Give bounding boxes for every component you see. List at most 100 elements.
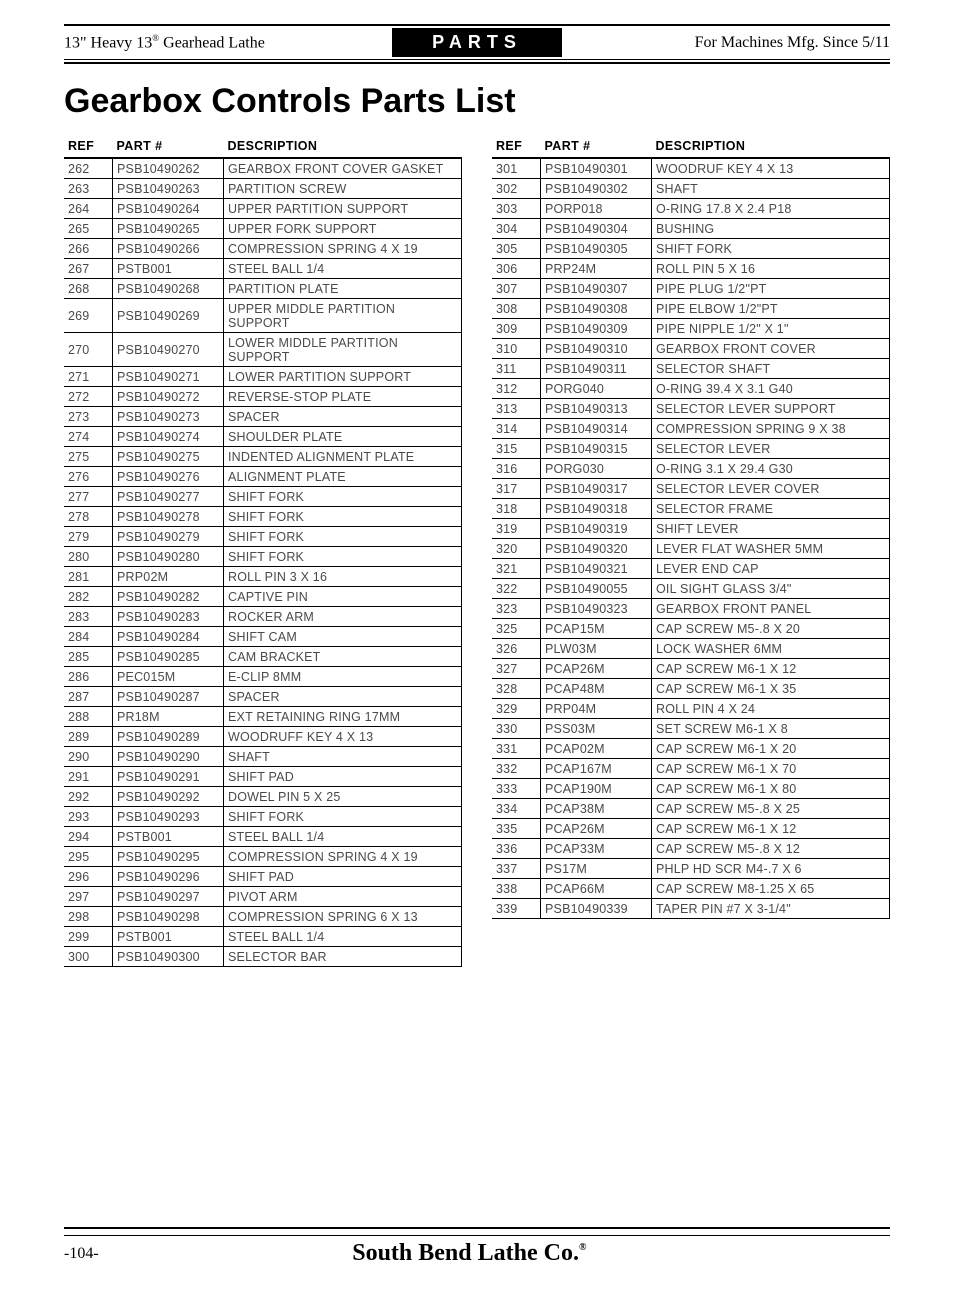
cell-ref: 292 — [64, 787, 113, 807]
table-row: 274PSB10490274SHOULDER PLATE — [64, 427, 462, 447]
cell-ref: 276 — [64, 467, 113, 487]
table-row: 326PLW03MLOCK WASHER 6MM — [492, 639, 890, 659]
cell-ref: 334 — [492, 799, 541, 819]
cell-desc: SELECTOR LEVER — [652, 439, 890, 459]
cell-desc: CAPTIVE PIN — [224, 587, 462, 607]
table-row: 299PSTB001STEEL BALL 1/4 — [64, 927, 462, 947]
cell-desc: ROLL PIN 4 X 24 — [652, 699, 890, 719]
cell-part: PCAP167M — [541, 759, 652, 779]
cell-part: PSB10490314 — [541, 419, 652, 439]
cell-part: PCAP26M — [541, 819, 652, 839]
table-row: 277PSB10490277SHIFT FORK — [64, 487, 462, 507]
cell-ref: 297 — [64, 887, 113, 907]
cell-desc: LOWER MIDDLE PARTITION SUPPORT — [224, 333, 462, 367]
cell-desc: STEEL BALL 1/4 — [224, 927, 462, 947]
cell-desc: WOODRUF KEY 4 X 13 — [652, 158, 890, 179]
cell-part: PSTB001 — [113, 259, 224, 279]
table-row: 286PEC015ME-CLIP 8MM — [64, 667, 462, 687]
cell-desc: STEEL BALL 1/4 — [224, 259, 462, 279]
table-row: 272PSB10490272REVERSE-STOP PLATE — [64, 387, 462, 407]
table-row: 297PSB10490297PIVOT ARM — [64, 887, 462, 907]
table-row: 303PORP018O-RING 17.8 X 2.4 P18 — [492, 199, 890, 219]
cell-part: PSB10490271 — [113, 367, 224, 387]
cell-part: PSS03M — [541, 719, 652, 739]
table-row: 317PSB10490317SELECTOR LEVER COVER — [492, 479, 890, 499]
table-row: 328PCAP48MCAP SCREW M6-1 X 35 — [492, 679, 890, 699]
cell-part: PSB10490311 — [541, 359, 652, 379]
cell-desc: UPPER PARTITION SUPPORT — [224, 199, 462, 219]
cell-desc: CAP SCREW M6-1 X 20 — [652, 739, 890, 759]
cell-part: PSTB001 — [113, 827, 224, 847]
cell-part: PS17M — [541, 859, 652, 879]
cell-desc: EXT RETAINING RING 17MM — [224, 707, 462, 727]
cell-desc: SELECTOR BAR — [224, 947, 462, 967]
cell-ref: 318 — [492, 499, 541, 519]
cell-ref: 271 — [64, 367, 113, 387]
cell-ref: 294 — [64, 827, 113, 847]
cell-ref: 290 — [64, 747, 113, 767]
table-row: 321PSB10490321LEVER END CAP — [492, 559, 890, 579]
cell-ref: 283 — [64, 607, 113, 627]
cell-part: PRP24M — [541, 259, 652, 279]
table-row: 266PSB10490266COMPRESSION SPRING 4 X 19 — [64, 239, 462, 259]
table-row: 306PRP24MROLL PIN 5 X 16 — [492, 259, 890, 279]
cell-part: PCAP02M — [541, 739, 652, 759]
cell-part: PSB10490295 — [113, 847, 224, 867]
table-row: 313PSB10490313SELECTOR LEVER SUPPORT — [492, 399, 890, 419]
table-row: 273PSB10490273SPACER — [64, 407, 462, 427]
table-row: 283PSB10490283ROCKER ARM — [64, 607, 462, 627]
cell-ref: 278 — [64, 507, 113, 527]
cell-desc: DOWEL PIN 5 X 25 — [224, 787, 462, 807]
table-row: 271PSB10490271LOWER PARTITION SUPPORT — [64, 367, 462, 387]
cell-ref: 325 — [492, 619, 541, 639]
table-row: 322PSB10490055OIL SIGHT GLASS 3/4" — [492, 579, 890, 599]
table-row: 310PSB10490310GEARBOX FRONT COVER — [492, 339, 890, 359]
cell-desc: STEEL BALL 1/4 — [224, 827, 462, 847]
left-column: REF PART # DESCRIPTION 262PSB10490262GEA… — [64, 135, 462, 967]
table-row: 285PSB10490285CAM BRACKET — [64, 647, 462, 667]
cell-ref: 307 — [492, 279, 541, 299]
cell-part: PSB10490292 — [113, 787, 224, 807]
cell-part: PSB10490269 — [113, 299, 224, 333]
cell-part: PSB10490285 — [113, 647, 224, 667]
cell-desc: INDENTED ALIGNMENT PLATE — [224, 447, 462, 467]
cell-desc: PHLP HD SCR M4-.7 X 6 — [652, 859, 890, 879]
table-header-row: REF PART # DESCRIPTION — [64, 135, 462, 158]
cell-ref: 329 — [492, 699, 541, 719]
cell-desc: O-RING 3.1 X 29.4 G30 — [652, 459, 890, 479]
cell-desc: COMPRESSION SPRING 9 X 38 — [652, 419, 890, 439]
cell-ref: 263 — [64, 179, 113, 199]
cell-ref: 316 — [492, 459, 541, 479]
cell-desc: SELECTOR SHAFT — [652, 359, 890, 379]
brand-text: South Bend Lathe Co. — [352, 1240, 579, 1266]
cell-desc: PIPE PLUG 1/2"PT — [652, 279, 890, 299]
cell-part: PSB10490317 — [541, 479, 652, 499]
cell-desc: O-RING 39.4 X 3.1 G40 — [652, 379, 890, 399]
cell-ref: 300 — [64, 947, 113, 967]
table-row: 308PSB10490308PIPE ELBOW 1/2"PT — [492, 299, 890, 319]
table-row: 269PSB10490269UPPER MIDDLE PARTITION SUP… — [64, 299, 462, 333]
cell-ref: 288 — [64, 707, 113, 727]
cell-part: PSB10490315 — [541, 439, 652, 459]
cell-desc: GEARBOX FRONT COVER GASKET — [224, 158, 462, 179]
cell-ref: 319 — [492, 519, 541, 539]
header-left-suffix: Gearhead Lathe — [159, 34, 265, 51]
cell-desc: SHIFT LEVER — [652, 519, 890, 539]
cell-part: PSB10490282 — [113, 587, 224, 607]
table-header-row: REF PART # DESCRIPTION — [492, 135, 890, 158]
cell-desc: TAPER PIN #7 X 3-1/4" — [652, 899, 890, 919]
header-bar-inner: 13" Heavy 13® Gearhead Lathe PARTS For M… — [64, 28, 890, 60]
table-row: 331PCAP02MCAP SCREW M6-1 X 20 — [492, 739, 890, 759]
table-row: 337PS17MPHLP HD SCR M4-.7 X 6 — [492, 859, 890, 879]
cell-part: PSB10490293 — [113, 807, 224, 827]
cell-ref: 289 — [64, 727, 113, 747]
col-header-desc: DESCRIPTION — [652, 135, 890, 158]
cell-desc: ALIGNMENT PLATE — [224, 467, 462, 487]
table-row: 307PSB10490307PIPE PLUG 1/2"PT — [492, 279, 890, 299]
cell-desc: COMPRESSION SPRING 4 X 19 — [224, 239, 462, 259]
right-column: REF PART # DESCRIPTION 301PSB10490301WOO… — [492, 135, 890, 919]
table-row: 316PORG030O-RING 3.1 X 29.4 G30 — [492, 459, 890, 479]
cell-ref: 308 — [492, 299, 541, 319]
cell-part: PSB10490318 — [541, 499, 652, 519]
table-row: 289PSB10490289WOODRUFF KEY 4 X 13 — [64, 727, 462, 747]
